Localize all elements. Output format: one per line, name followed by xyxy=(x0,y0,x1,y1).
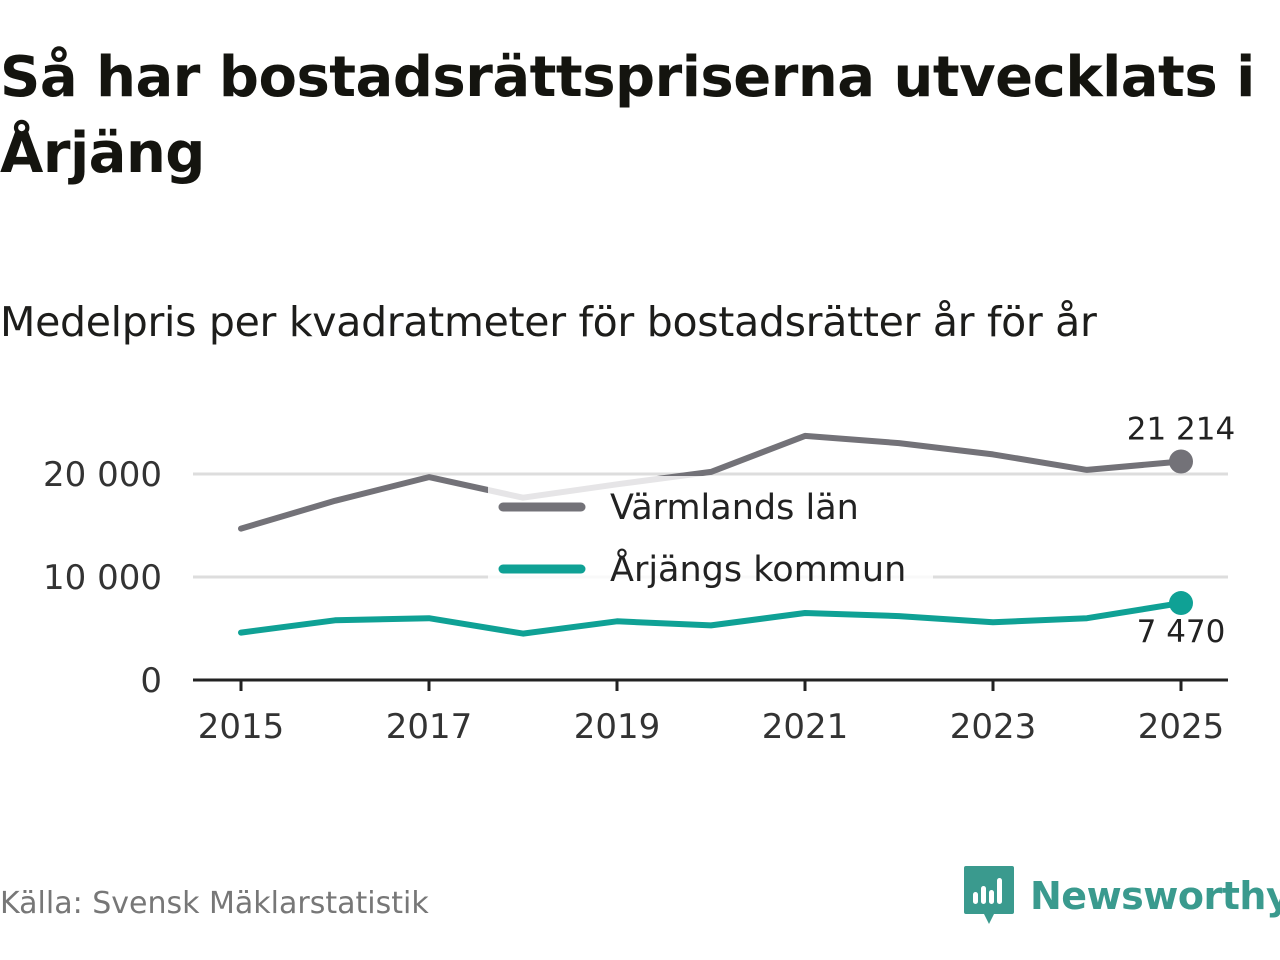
source-note: Källa: Svensk Mäklarstatistik xyxy=(0,886,429,921)
x-tick-label: 2025 xyxy=(1138,707,1225,747)
series-end-point-0 xyxy=(1169,449,1193,474)
x-tick-label: 2015 xyxy=(198,707,285,747)
x-tick-label: 2019 xyxy=(574,707,661,747)
y-tick-label: 20 000 xyxy=(43,455,162,495)
end-value-label-1: 7 470 xyxy=(1137,614,1226,650)
newsworthy-logo-icon xyxy=(964,866,1014,924)
chart-title: Så har bostadsrättspriserna utvecklats i… xyxy=(0,45,1255,186)
brand-logo[interactable]: Newsworthy xyxy=(964,866,1280,926)
x-tick-label: 2023 xyxy=(950,707,1037,747)
x-tick-label: 2021 xyxy=(762,707,849,747)
series-end-point-1 xyxy=(1169,591,1193,616)
series-line-1 xyxy=(238,600,1184,637)
legend-label-0: Värmlands län xyxy=(610,488,859,528)
series-line-0 xyxy=(238,432,1184,532)
y-tick-label: 10 000 xyxy=(43,558,162,598)
end-value-label-0: 21 214 xyxy=(1127,411,1235,447)
y-tick-label: 0 xyxy=(140,661,162,701)
chart-subtitle: Medelpris per kvadratmeter för bostadsrä… xyxy=(0,298,1097,346)
x-tick-label: 2017 xyxy=(386,707,473,747)
brand-name: Newsworthy xyxy=(1030,874,1280,918)
legend-label-1: Årjängs kommun xyxy=(610,547,906,590)
